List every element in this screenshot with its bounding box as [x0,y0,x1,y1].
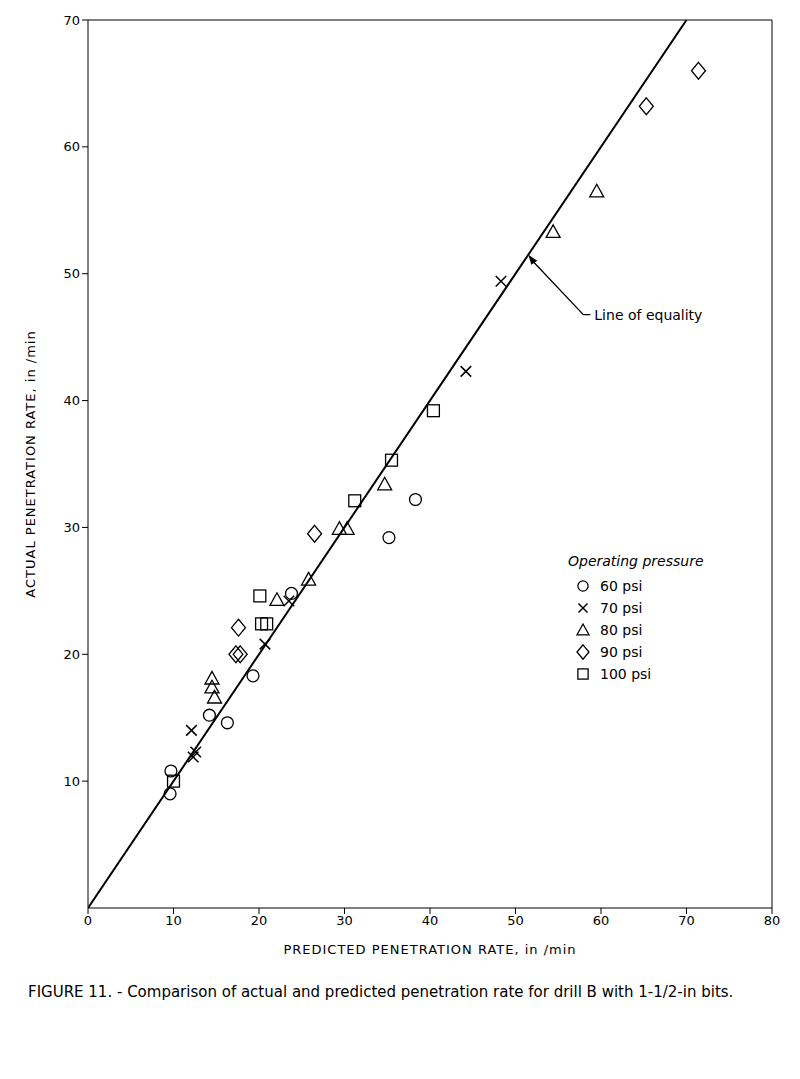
html-text:70 psi: 70 psi [600,600,643,616]
svg-text:10: 10 [165,913,182,928]
svg-text:10: 10 [63,774,80,789]
svg-text:70: 70 [63,13,80,28]
svg-text:PREDICTED PENETRATION RATE, in: PREDICTED PENETRATION RATE, in /min [283,942,576,957]
svg-text:ACTUAL PENETRATION RATE, in /m: ACTUAL PENETRATION RATE, in /min [23,330,38,597]
svg-text:60: 60 [593,913,610,928]
html-text:60 psi: 60 psi [600,578,643,594]
svg-text:40: 40 [63,393,80,408]
svg-text:Line of equality: Line of equality [594,307,702,323]
html-text:Operating pressure: Operating pressure [568,553,704,569]
svg-text:20: 20 [63,647,80,662]
html-text:90 psi: 90 psi [600,644,643,660]
svg-text:60: 60 [63,139,80,154]
svg-text:50: 50 [507,913,524,928]
svg-text:40: 40 [422,913,439,928]
svg-text:80: 80 [764,913,781,928]
html-text:FIGURE 11. - Comparison of act: FIGURE 11. - Comparison of actual and pr… [28,983,734,1001]
svg-text:50: 50 [63,266,80,281]
svg-text:0: 0 [84,913,92,928]
html-text:100 psi: 100 psi [600,666,652,682]
svg-text:20: 20 [251,913,268,928]
html-text:80 psi: 80 psi [600,622,643,638]
svg-text:70: 70 [678,913,695,928]
svg-text:30: 30 [336,913,353,928]
svg-text:30: 30 [63,520,80,535]
